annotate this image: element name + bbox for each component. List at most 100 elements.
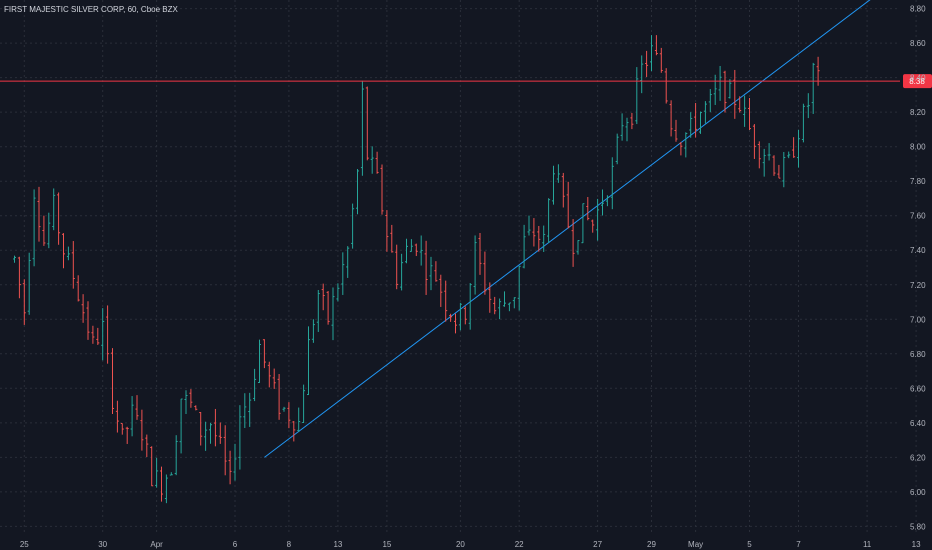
- ohlc-bar: [71, 241, 75, 289]
- ohlc-bar: [424, 240, 428, 295]
- ohlc-bar: [787, 151, 791, 159]
- y-tick-label: 6.20: [910, 453, 926, 462]
- x-tick-label: 8: [287, 540, 292, 549]
- ohlc-bar: [409, 239, 413, 253]
- ohlc-bar: [385, 210, 389, 252]
- ohlc-bar: [527, 215, 531, 236]
- ohlc-bar: [419, 235, 423, 266]
- ohlc-bar: [757, 141, 761, 169]
- ohlc-bar: [615, 133, 619, 165]
- y-tick-label: 7.20: [910, 281, 926, 290]
- ohlc-bar: [537, 225, 541, 252]
- ohlc-bar: [302, 384, 306, 424]
- ohlc-bar: [120, 422, 124, 435]
- ohlc-bar: [429, 256, 433, 291]
- ohlc-bar: [478, 232, 482, 275]
- ohlc-bar: [199, 412, 203, 446]
- time-axis[interactable]: 25 30 Apr 6 8 13 15 20 22 27 29 May 5 7 11 13: [20, 540, 921, 549]
- ohlc-bar: [86, 301, 90, 340]
- ohlc-bar: [503, 291, 506, 307]
- ohlc-bar: [547, 198, 551, 244]
- ohlc-bar: [253, 368, 257, 402]
- ohlc-bar: [287, 402, 291, 429]
- ohlc-bar: [375, 151, 379, 174]
- ohlc-bar: [37, 186, 41, 242]
- ohlc-bar: [155, 457, 159, 488]
- ohlc-bar: [326, 291, 330, 325]
- ohlc-bar: [17, 256, 21, 299]
- ohlc-bar: [532, 218, 536, 247]
- ohlc-bar: [365, 86, 369, 161]
- ohlc-bar: [351, 203, 355, 249]
- ohlc-bar: [762, 148, 766, 177]
- ohlc-bar: [292, 421, 296, 442]
- ohlc-bar: [581, 203, 585, 244]
- ohlc-bar: [792, 137, 796, 158]
- ohlc-bar: [111, 348, 114, 414]
- ohlc-bar: [699, 111, 702, 134]
- ohlc-bar: [346, 246, 350, 278]
- x-tick-label: 20: [456, 540, 465, 549]
- ohlc-bar: [434, 261, 438, 282]
- ohlc-bar: [32, 189, 36, 267]
- ohlc-bar: [801, 103, 805, 143]
- y-tick-label: 8.80: [910, 5, 926, 14]
- ohlc-bar: [689, 112, 693, 138]
- x-tick-label: 15: [382, 540, 391, 549]
- ohlc-bar: [507, 302, 511, 312]
- ohlc-bar: [797, 129, 800, 168]
- ohlc-bar: [106, 305, 110, 364]
- ohlc-bar: [135, 395, 139, 420]
- ohlc-bar: [243, 393, 247, 429]
- ohlc-bar: [517, 265, 521, 311]
- y-tick-label: 5.80: [910, 522, 926, 531]
- ohlc-bar: [115, 400, 119, 433]
- ohlc-bar: [610, 157, 614, 210]
- x-tick-label: 5: [747, 540, 752, 549]
- x-tick-label: 27: [593, 540, 602, 549]
- x-tick-label: 7: [796, 540, 801, 549]
- ohlc-bar: [189, 389, 193, 408]
- x-tick-label: May: [688, 540, 703, 549]
- ohlc-bar: [218, 422, 222, 444]
- ohlc-bar: [596, 198, 600, 241]
- ohlc-bar: [733, 69, 737, 119]
- current-price-line-layer: 8.38: [0, 74, 932, 89]
- ohlc-bar: [223, 425, 227, 476]
- ohlc-bar: [444, 280, 448, 322]
- ohlc-bar: [267, 361, 271, 388]
- ohlc-bar: [400, 253, 404, 291]
- ohlc-bar: [777, 164, 781, 179]
- ohlc-bar: [723, 70, 727, 113]
- chart-title: FIRST MAJESTIC SILVER CORP, 60, Cboe BZX: [4, 5, 178, 14]
- ohlc-bar: [209, 422, 212, 444]
- ohlc-bar: [101, 308, 105, 361]
- ohlc-bar: [576, 240, 580, 255]
- x-tick-label: Apr: [150, 540, 163, 549]
- ohlc-bar: [213, 408, 217, 447]
- x-tick-label: 29: [647, 540, 656, 549]
- ohlc-bar: [630, 112, 634, 130]
- ohlc-bar: [405, 238, 408, 264]
- price-axis[interactable]: 5.80 6.00 6.20 6.40 6.60 6.80 7.00 7.20 7.40 7.60…: [910, 5, 926, 532]
- ohlc-bar: [625, 117, 629, 142]
- ohlc-bar: [659, 47, 663, 73]
- ohlc-bar: [728, 79, 732, 99]
- ohlc-bar: [748, 97, 751, 131]
- ohlc-bar: [718, 65, 722, 101]
- ohlc-bar: [395, 244, 399, 290]
- ohlc-bar: [645, 50, 649, 77]
- ohlc-bar: [125, 426, 129, 444]
- ohlc-bar: [473, 235, 477, 295]
- ohlc-bar: [708, 89, 712, 113]
- y-tick-label: 6.80: [910, 350, 926, 359]
- ohlc-bar: [458, 302, 462, 331]
- ohlc-bar: [42, 215, 46, 246]
- ohlc-bar: [52, 188, 56, 231]
- ohlc-bar: [414, 243, 418, 257]
- ohlc-bar: [439, 274, 443, 307]
- x-tick-label: 13: [912, 540, 921, 549]
- ohlc-bar: [145, 434, 149, 457]
